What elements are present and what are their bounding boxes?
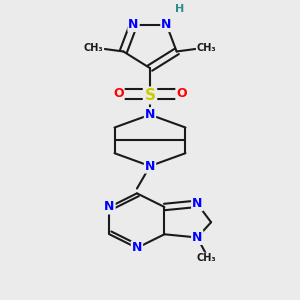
Text: N: N xyxy=(192,231,202,244)
Text: CH₃: CH₃ xyxy=(197,43,216,53)
Text: N: N xyxy=(145,108,155,121)
Text: H: H xyxy=(175,4,184,14)
Text: N: N xyxy=(145,160,155,172)
Text: CH₃: CH₃ xyxy=(197,254,216,263)
Text: CH₃: CH₃ xyxy=(84,43,103,53)
Text: O: O xyxy=(113,87,124,100)
Text: S: S xyxy=(145,88,155,103)
Text: N: N xyxy=(161,18,172,31)
Text: N: N xyxy=(128,18,139,31)
Text: N: N xyxy=(192,197,202,210)
Text: N: N xyxy=(132,242,142,254)
Text: O: O xyxy=(176,87,187,100)
Text: N: N xyxy=(104,200,115,214)
